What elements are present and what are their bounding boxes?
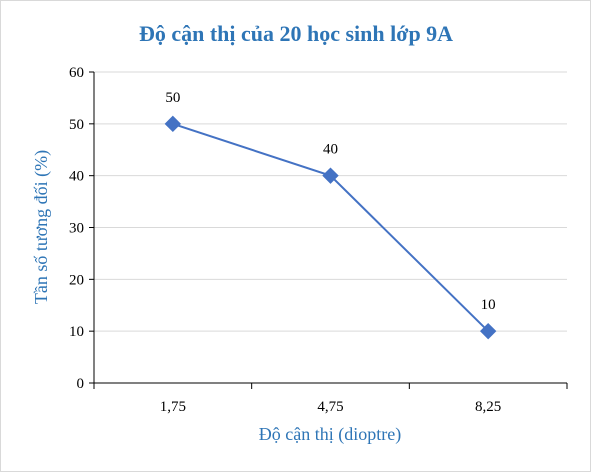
x-tick-label: 1,75 (160, 399, 186, 415)
chart-title: Độ cận thị của 20 học sinh lớp 9A (139, 21, 453, 46)
axes (89, 71, 568, 389)
y-tick-label: 20 (69, 272, 84, 288)
data-point-marker (479, 322, 497, 340)
data-label: 50 (165, 90, 180, 106)
data-label: 10 (481, 297, 496, 313)
y-tick-label: 30 (69, 221, 84, 237)
x-axis-title: Độ cận thị (dioptre) (259, 424, 401, 445)
y-tick-label: 40 (69, 169, 84, 185)
data-point-marker (322, 167, 339, 184)
y-tick-label: 0 (77, 376, 85, 392)
y-axis-title: Tần số tương đối (%) (31, 150, 52, 304)
x-tick-label: 8,25 (475, 399, 501, 415)
data-labels: 50 40 10 (165, 90, 495, 313)
series-layer (164, 115, 497, 340)
data-label: 40 (323, 142, 338, 158)
y-tick-label: 10 (69, 324, 84, 340)
tick-labels: 0 10 20 30 40 50 60 1,75 4,75 8,25 (69, 65, 501, 415)
y-tick-label: 50 (69, 117, 84, 133)
y-tick-label: 60 (69, 65, 84, 81)
gridlines (94, 71, 567, 332)
x-tick-label: 4,75 (317, 399, 343, 415)
data-point-marker (164, 115, 182, 133)
